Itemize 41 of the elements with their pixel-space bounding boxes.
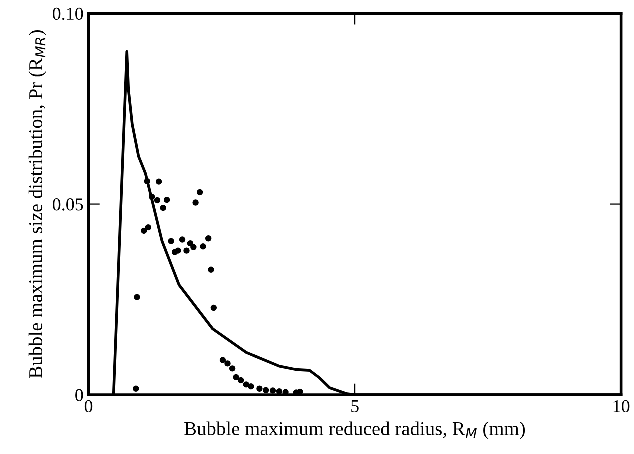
point <box>220 357 226 364</box>
point <box>179 236 186 243</box>
point <box>190 244 197 250</box>
y-tick-label: 0 <box>76 389 84 402</box>
y-tick-label: 0.05 <box>52 198 84 211</box>
x-tick-label: 5 <box>352 400 359 413</box>
point <box>149 194 156 200</box>
point <box>154 197 161 204</box>
point <box>134 294 140 300</box>
point <box>184 248 190 254</box>
point <box>192 200 199 206</box>
point <box>164 197 170 204</box>
x-tick-label: 0 <box>84 400 93 413</box>
point <box>145 224 152 231</box>
point <box>144 178 150 185</box>
point <box>229 366 236 372</box>
point <box>238 377 244 384</box>
point <box>141 228 148 234</box>
point <box>208 266 214 273</box>
point <box>263 387 270 394</box>
point <box>160 205 166 212</box>
point <box>205 236 212 242</box>
point <box>156 178 162 185</box>
point <box>256 386 263 392</box>
point <box>224 360 231 367</box>
x-axis-title: Bubble maximum reduced radius, R$_{M}$ (mm) <box>184 422 526 440</box>
y-tick-label: 0.10 <box>52 8 84 20</box>
point <box>243 382 250 388</box>
point <box>196 189 204 196</box>
point <box>248 383 254 390</box>
x-tick-label: 10 <box>614 400 630 413</box>
y-axis-title: Bubble maximum size distribution, Pr (R$_{MR}$) <box>28 30 46 378</box>
point <box>168 238 174 244</box>
point <box>270 388 276 394</box>
point <box>187 240 194 247</box>
point <box>133 386 140 392</box>
point <box>200 244 206 250</box>
point <box>276 388 283 395</box>
point <box>210 304 218 312</box>
point <box>233 374 240 381</box>
point <box>175 248 182 254</box>
